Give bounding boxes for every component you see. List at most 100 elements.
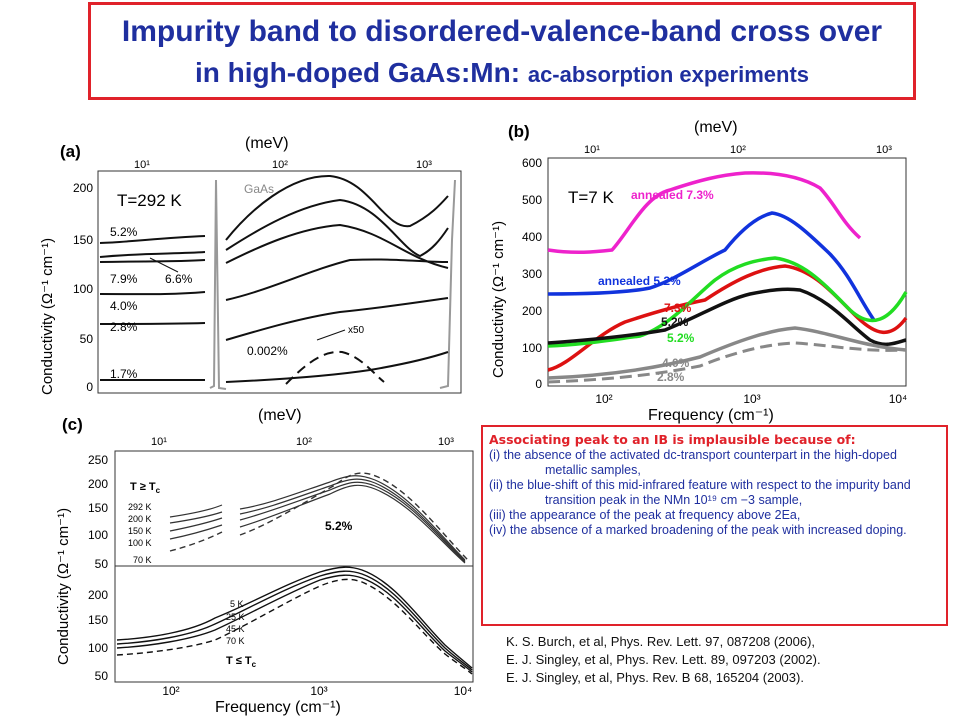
panel-b-xlabel: Frequency (cm⁻¹) xyxy=(648,407,774,424)
panel-b-ytick: 600 xyxy=(522,156,542,170)
panel-b-label: (b) xyxy=(508,122,530,141)
panel-c-upper-condition-text: T ≥ T xyxy=(130,481,156,493)
panel-c-upper-curve xyxy=(169,481,466,563)
panel-b-series-label: 4.0% xyxy=(662,356,690,370)
panel-c-upper-temp: 200 K xyxy=(128,514,152,524)
panel-c-lower-temp: 5 K xyxy=(230,599,244,609)
panel-b-series-label: annealed 5.2% xyxy=(598,274,681,288)
panel-a-series-label: 4.0% xyxy=(110,299,138,313)
panel-c-lower-temp: 70 K xyxy=(226,636,245,646)
panel-a-curve-7-9 xyxy=(99,198,449,258)
panel-a-series-label: 2.8% xyxy=(110,320,138,334)
panel-b-top-tick: 10² xyxy=(730,144,746,156)
panel-c-lower-condition-text: T ≤ T xyxy=(226,655,252,667)
panel-c-xtick: 10³ xyxy=(310,684,327,698)
panel-b-ytick: 0 xyxy=(535,377,542,391)
panel-c-upper-temp: 292 K xyxy=(128,502,152,512)
panel-c-sample-label: 5.2% xyxy=(325,519,353,533)
panel-a-series-label: 0.002% xyxy=(247,344,288,358)
slide-title-line1: Impurity band to disordered-valence-band… xyxy=(121,15,883,48)
panel-a-top-tick: 10¹ xyxy=(134,159,150,171)
argument-text: the absence of a marked broadening of th… xyxy=(509,523,907,537)
panel-c: (c) (meV) 10¹ 10² 10³ 50 100 150 200 250… xyxy=(55,407,474,716)
panel-a-gaas-edge xyxy=(439,179,456,389)
panel-c-lower-curve xyxy=(116,570,473,671)
panel-a-ytick: 0 xyxy=(86,380,93,394)
panel-b-curve-7-3 xyxy=(547,264,908,372)
panel-c-lower-curve xyxy=(116,574,473,673)
panel-c-lower-condition-sub: c xyxy=(252,660,257,669)
panel-a-series-label: 1.7% xyxy=(110,367,138,381)
panel-c-ylabel: Conductivity (Ω⁻¹ cm⁻¹) xyxy=(55,508,72,665)
panel-c-upper-condition: T ≥ Tc xyxy=(130,481,161,495)
reference-item: E. J. Singley, et al, Phys. Rev. Lett. 8… xyxy=(506,652,821,667)
panel-b-ytick: 200 xyxy=(522,304,542,318)
panel-a-temp-label: T=292 K xyxy=(117,191,182,210)
panel-a-label: (a) xyxy=(60,142,81,161)
panel-b-curve-black-5-2 xyxy=(547,287,907,347)
argument-box: Associating peak to an IB is implausible… xyxy=(481,425,948,626)
panel-a-ytick: 100 xyxy=(73,282,93,296)
argument-item: (i) the absence of the activated dc-tran… xyxy=(489,448,940,478)
panel-a-series-label: 7.9% xyxy=(110,272,138,286)
panel-a-series-label: 6.6% xyxy=(165,272,193,286)
panel-b-series-label: annealed 7.3% xyxy=(631,188,714,202)
panel-a-ylabel: Conductivity (Ω⁻¹ cm⁻¹) xyxy=(39,238,56,395)
panel-b-curve-annealed-5-2 xyxy=(547,211,876,322)
panel-a-gaas-label: GaAs xyxy=(244,182,274,196)
panel-b-curve-4-0 xyxy=(547,326,907,380)
panel-b-ytick: 500 xyxy=(522,193,542,207)
panel-a-curve-1-7 xyxy=(99,351,449,383)
slide-title-box: Impurity band to disordered-valence-band… xyxy=(88,2,916,100)
panel-c-ytick-upper: 150 xyxy=(88,501,108,515)
panel-a-curve-6-6 xyxy=(99,223,449,269)
panel-c-ytick-lower: 50 xyxy=(95,669,109,683)
panel-b-series-label: 2.8% xyxy=(657,370,685,384)
panel-a-gaas-phonon xyxy=(209,179,227,390)
panel-a-curve-5-2 xyxy=(99,174,449,244)
panel-b-xtick: 10³ xyxy=(743,392,760,406)
panel-c-upper-curve-dashed xyxy=(169,472,469,561)
panel-c-ytick-upper: 250 xyxy=(88,453,108,467)
panel-c-ytick-lower: 150 xyxy=(88,613,108,627)
panel-a-curve-2-8 xyxy=(99,297,449,341)
panel-a: (a) (meV) 10¹ 10² 10³ 0 50 100 150 200 C… xyxy=(39,135,462,395)
reference-item: K. S. Burch, et al, Phys. Rev. Lett. 97,… xyxy=(506,634,816,649)
argument-marker: (iv) xyxy=(489,523,507,537)
panel-a-x50-label: x50 xyxy=(348,325,365,336)
panel-a-series-label: 5.2% xyxy=(110,225,138,239)
argument-item: (iv) the absence of a marked broadening … xyxy=(489,523,940,538)
panel-c-top-tick: 10² xyxy=(296,436,312,448)
panel-b: (b) (meV) 10¹ 10² 10³ 0 100 200 300 400 … xyxy=(490,119,908,424)
slide-title-line2: in high-doped GaAs:Mn: ac-absorption exp… xyxy=(91,57,913,89)
panel-a-frame xyxy=(97,170,462,394)
argument-item: (ii) the blue-shift of this mid-infrared… xyxy=(489,478,940,508)
panel-b-series-label: 7.3% xyxy=(664,301,692,315)
panel-b-xtick: 10² xyxy=(595,392,612,406)
argument-marker: (ii) xyxy=(489,478,503,492)
panel-c-ytick-upper: 200 xyxy=(88,477,108,491)
panel-b-ytick: 100 xyxy=(522,341,542,355)
panel-c-xlabel: Frequency (cm⁻¹) xyxy=(215,699,341,716)
panel-b-top-axis-label: (meV) xyxy=(694,119,738,136)
panel-c-lower-curve-dashed xyxy=(116,578,473,675)
panel-a-curve-0-002 xyxy=(285,350,385,385)
panel-a-curve-4-0 xyxy=(99,258,449,301)
panel-a-label-pointer xyxy=(149,257,179,273)
panel-a-x50-pointer xyxy=(316,329,346,341)
panel-b-curve-annealed-7-3 xyxy=(547,171,862,255)
panel-b-ylabel: Conductivity (Ω⁻¹ cm⁻¹) xyxy=(490,221,507,378)
argument-marker: (iii) xyxy=(489,508,506,522)
panel-b-temp-label: T=7 K xyxy=(568,188,614,207)
argument-marker: (i) xyxy=(489,448,501,462)
panel-c-lower-temp: 45 K xyxy=(226,624,245,634)
panel-b-ytick: 400 xyxy=(522,230,542,244)
panel-c-label: (c) xyxy=(62,415,83,434)
argument-item: (iii) the appearance of the peak at freq… xyxy=(489,508,940,523)
panel-c-ytick-lower: 100 xyxy=(88,641,108,655)
title-sub: ac-absorption experiments xyxy=(527,62,810,87)
reference-item: E. J. Singley, et al, Phys. Rev. B 68, 1… xyxy=(506,670,804,685)
panel-b-curve-green-5-2 xyxy=(547,256,908,348)
panel-c-ytick-upper: 100 xyxy=(88,528,108,542)
